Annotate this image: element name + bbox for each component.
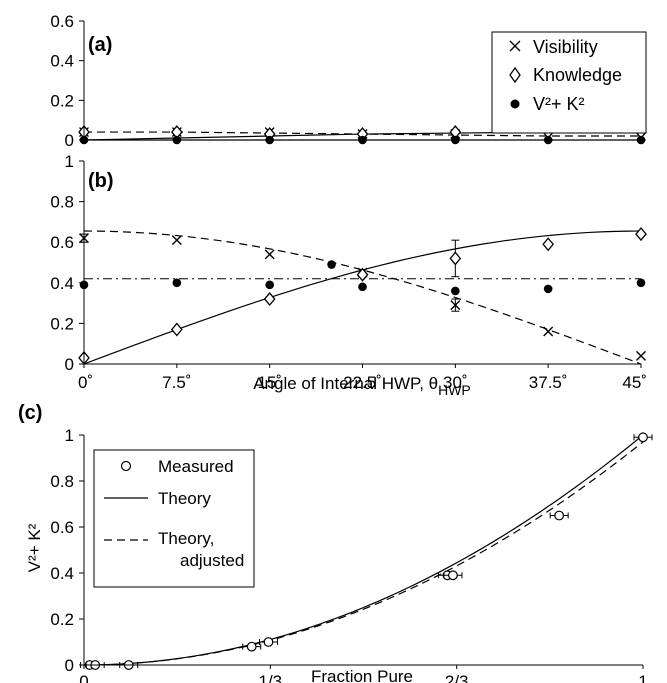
panel-b-y-tick-labels: 0 0.2 0.4 0.6 0.8 1 [50,152,84,374]
y-tick-label: 0.2 [50,610,74,629]
x-tick-label: 2/3 [445,672,469,683]
panel-b-point-x-stroke [543,326,554,337]
y-tick-label: 1 [65,426,74,445]
legend-box [93,449,255,588]
legend-marker-x [509,40,521,52]
x-tick-label: 7.5˚ [162,373,191,392]
y-tick-label: 0.6 [50,518,74,537]
panel-c-x-axis-label: Fraction Pure [311,667,413,683]
measured-point [246,641,257,652]
legend-label-theory-adjusted-line2: adjusted [180,551,244,570]
legend-marker-open-circle [120,460,132,472]
panel-a-legend: Visibility Knowledge V²+ K² [491,31,647,134]
panel-b-point-open-diamond [356,267,369,282]
panel-b-x-axis-label: Angle of Internal HWP, θHWP [253,374,471,398]
x-tick-label: 0˚ [78,373,93,392]
legend-label-measured: Measured [158,457,234,476]
panel-b-lines [83,230,642,365]
panel-b-point-open-diamond [170,322,183,337]
x-tick-label: 0 [79,672,88,683]
panel-c-legend: Measured Theory Theory, adjusted [93,449,255,588]
legend-label-theory-adjusted-line1: Theory, [158,529,214,548]
y-tick-label: 0.6 [50,12,74,31]
x-tick-label: 37.5˚ [529,373,568,392]
panel-b-point-filled-circle [358,282,367,292]
panel-c-label: (c) [18,402,42,424]
panel-b-label: (b) [88,170,114,192]
panel-a-y-tick-labels: 0 0.2 0.4 0.6 [50,12,84,150]
legend-label-theory-adjusted: Theory, adjusted [158,529,244,570]
y-tick-label: 0 [65,131,74,150]
panel-b-point-filled-circle [172,278,182,288]
knowledge-theory-curve [83,230,642,365]
legend-label-v2k2: V²+ K² [533,94,585,114]
panel-b-points [78,227,647,365]
panel-a-label: (a) [88,34,112,56]
panel-b-point-x-stroke [264,249,275,260]
y-tick-label: 0 [65,656,74,675]
y-tick-label: 0.6 [50,233,74,252]
measured-point [638,432,648,443]
x-tick-label: 22.5˚ [343,373,382,392]
x-tick-label: 45˚ [622,373,647,392]
panel-b-point-filled-circle [265,280,274,290]
y-tick-label: 0.8 [50,472,74,491]
x-axis-label-main: Angle of Internal HWP, θ [253,374,438,393]
panel-b-point-open-diamond [635,227,647,242]
y-tick-label: 0.8 [50,193,74,212]
panel-b-point-open-diamond [449,251,462,266]
panel-b-point-x [636,350,646,361]
legend-marker-diamond [509,66,521,84]
visibility-theory-curve [83,230,642,365]
y-tick-label: 0.4 [50,274,74,293]
panel-b-x-tick-labels: 0˚ 7.5˚ 15˚ 22.5˚ 30˚ 37.5˚ 45˚ [78,364,647,392]
panel-b-point-open-diamond [263,292,276,307]
measured-point [554,510,565,521]
panel-b-point-x-stroke [171,235,182,246]
panel-b-point-x [543,326,554,337]
x-tick-label: 1 [638,672,647,683]
panel-a: (a) 0 0.2 0.4 0.6 Visibility Knowledge V²+ … [50,12,647,150]
x-tick-label: 30˚ [443,373,468,392]
measured-point [263,637,274,647]
panel-c-lines [83,434,644,666]
y-tick-label: 1 [65,152,74,171]
measured-point [448,570,458,581]
panel-b-point-x [171,235,182,246]
y-tick-label: 0.2 [50,91,74,110]
x-axis-label-subscript: HWP [438,382,471,398]
panel-b: (b) 0 0.2 0.4 0.6 0.8 1 0˚ 7.5˚ 15˚ 22.5˚ 30˚ 37.5… [50,152,647,398]
theory-adjusted-curve [83,441,644,666]
legend-label-theory: Theory [158,489,211,508]
panel-b-point-x-stroke [450,300,461,311]
y-tick-label: 0.2 [50,314,74,333]
y-tick-label: 0.4 [50,52,74,71]
legend-label-visibility: Visibility [533,37,598,57]
x-tick-label: 1/3 [258,672,282,683]
panel-b-point-filled-circle [543,284,553,294]
legend-label-knowledge: Knowledge [533,65,622,85]
legend-marker-circle [510,99,520,109]
panel-b-point-filled-circle [327,260,336,269]
panel-c: (c) 0 0.2 0.4 0.6 0.8 1 0 1/3 2/3 1 V²+ K² Fract… [18,402,653,683]
panel-b-point-x [264,249,275,260]
x-tick-label: 15˚ [257,373,282,392]
y-tick-label: 0.4 [50,564,74,583]
panel-b-point-filled-circle [636,278,646,288]
y-tick-label: 0 [65,355,74,374]
panel-c-y-tick-labels: 0 0.2 0.4 0.6 0.8 1 [50,426,84,675]
panel-b-point-x-stroke [636,350,646,361]
panel-b-point-open-diamond [542,237,555,252]
panel-c-x-tick-labels: 0 1/3 2/3 1 [79,665,648,683]
panel-c-y-axis-label: V²+ K² [25,523,44,572]
panel-b-point-filled-circle [451,286,460,296]
panel-b-point-x [450,300,461,311]
